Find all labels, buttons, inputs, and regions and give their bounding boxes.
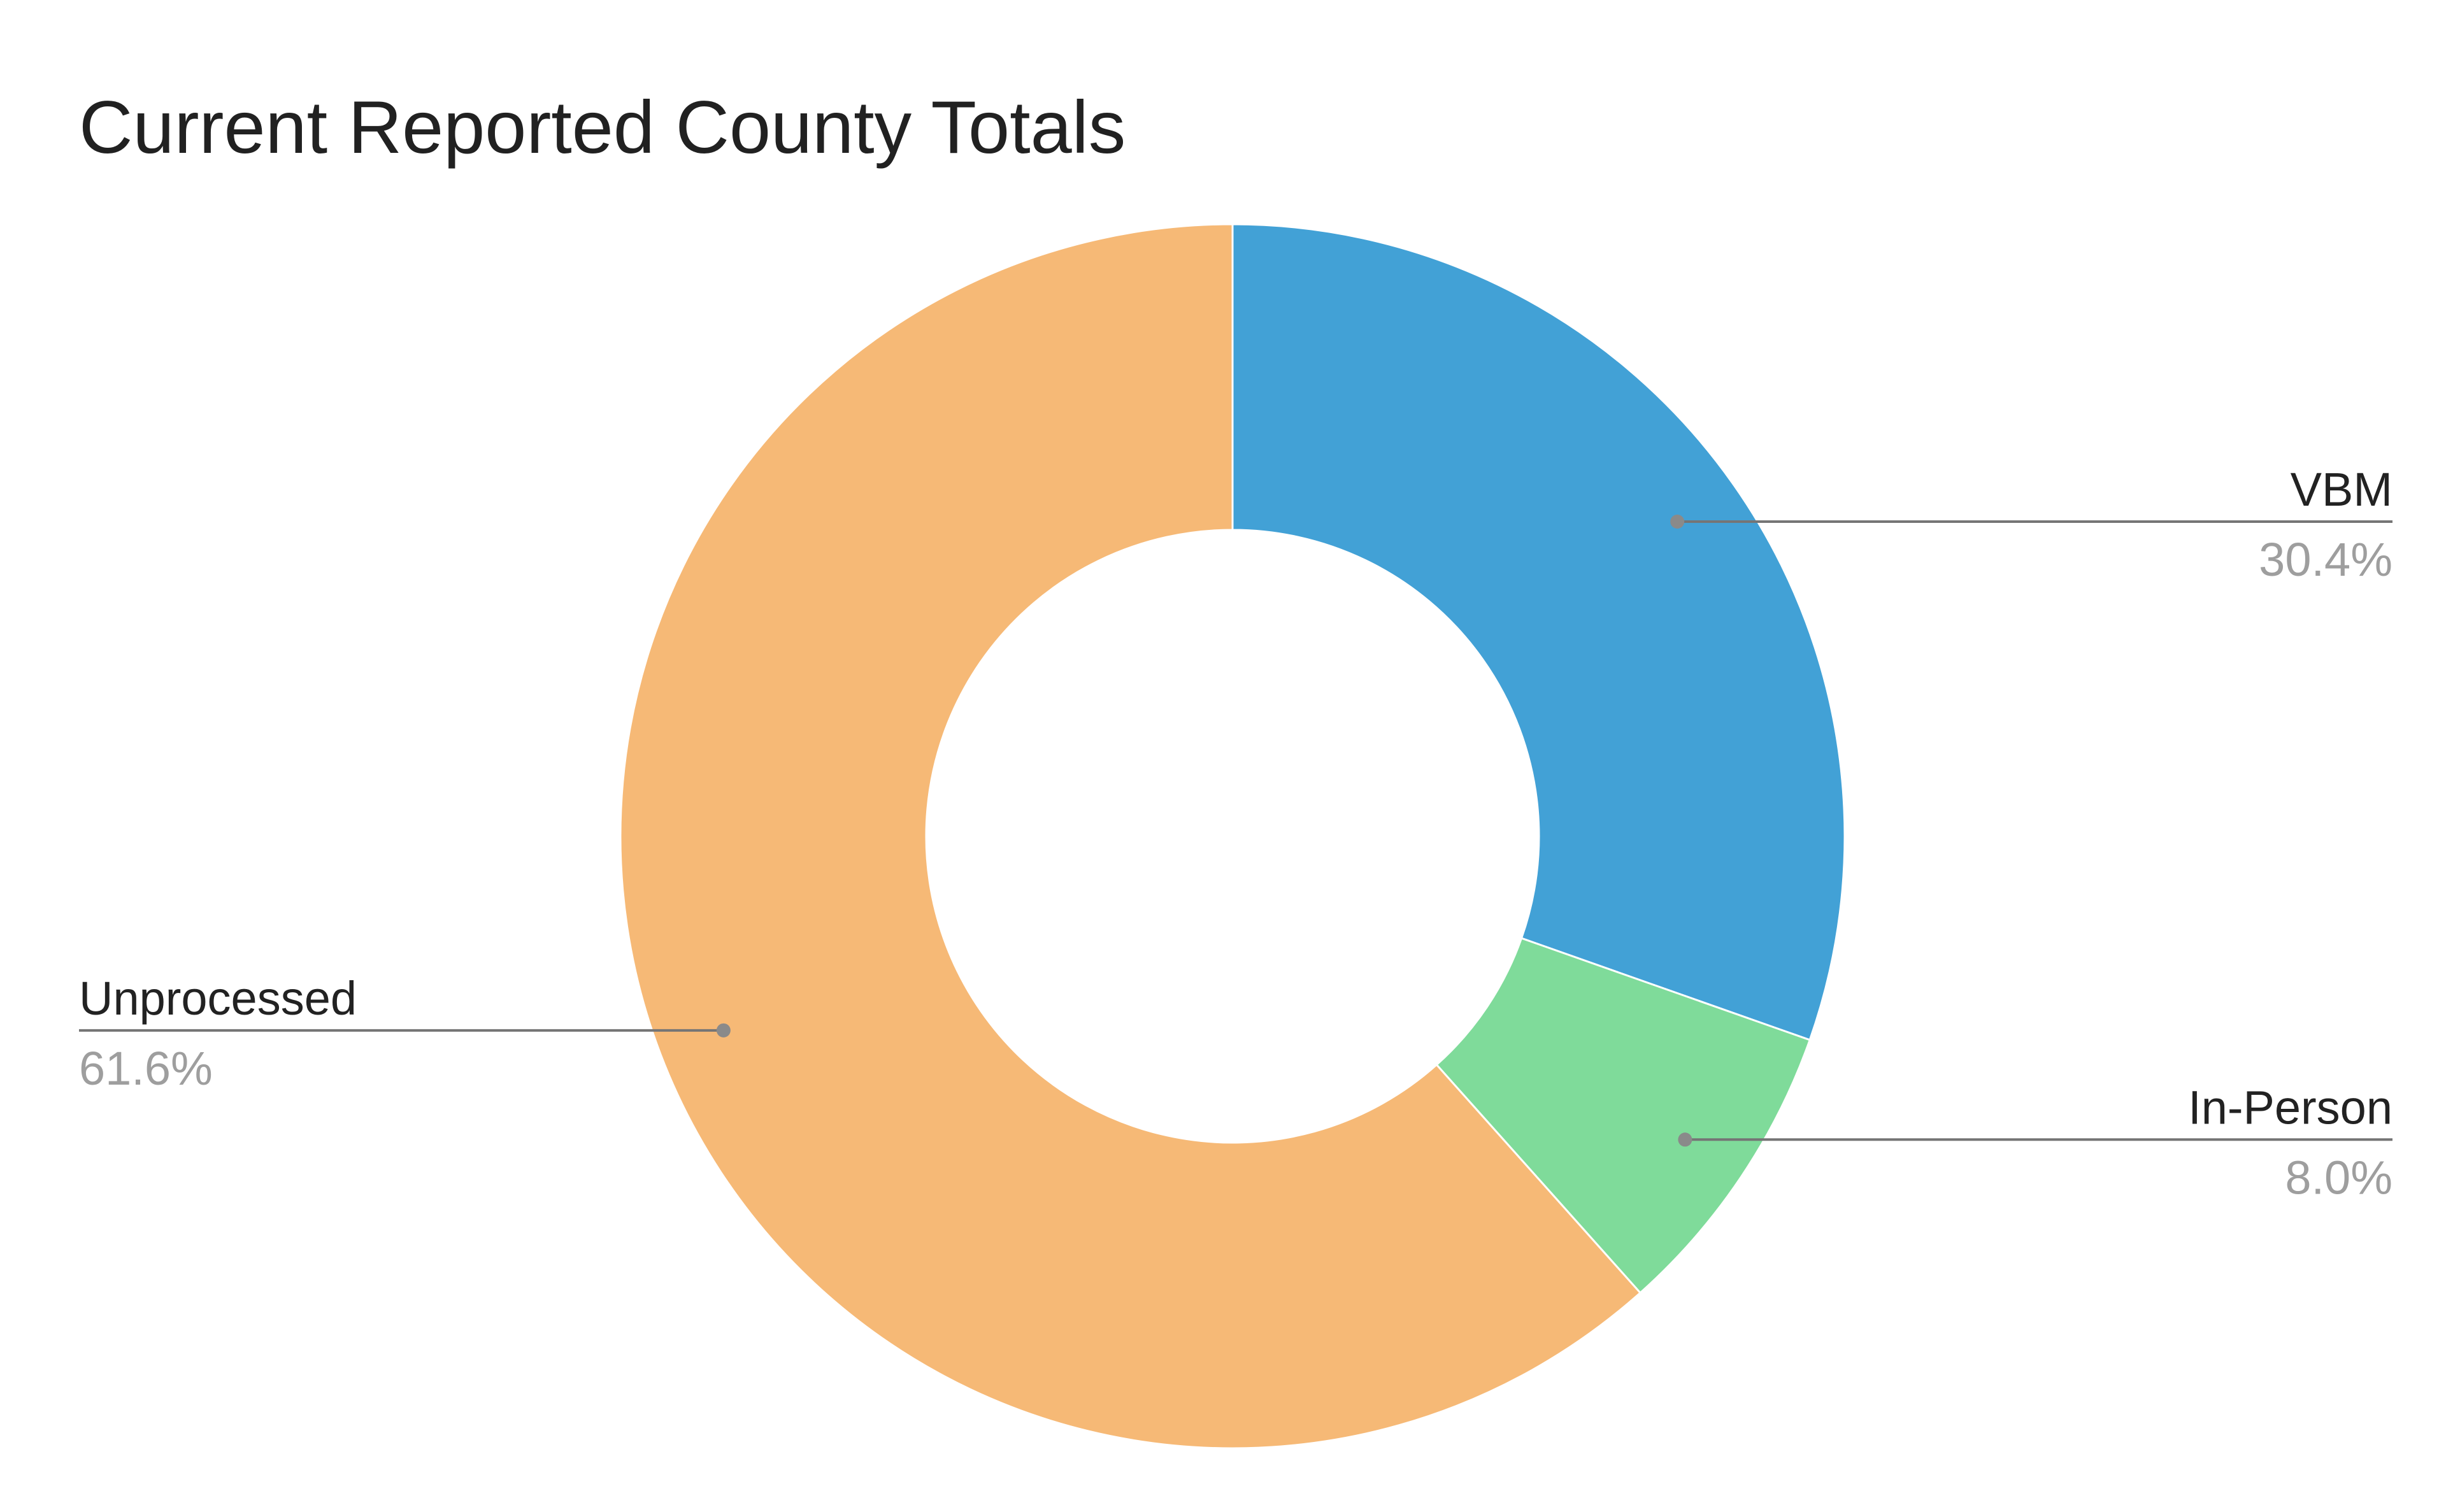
slice-percent-label: 30.4% (2259, 533, 2392, 586)
slice-labels: VBM 30.4% In-Person 8.0% Unprocessed 61.6% (79, 463, 2392, 1204)
slice-in-person (1435, 937, 1812, 1294)
slice-label-unprocessed: Unprocessed 61.6% (79, 972, 731, 1095)
slices (619, 223, 1846, 1450)
slice-percent-label: 61.6% (79, 1042, 213, 1095)
slice-name-label: VBM (2291, 463, 2392, 516)
leader-dot (1670, 515, 1685, 529)
slice-name-label: In-Person (2188, 1081, 2392, 1134)
chart-title: Current Reported County Totals (79, 85, 1126, 169)
slice-unprocessed (619, 223, 1642, 1450)
slice-percent-label: 8.0% (2285, 1151, 2392, 1204)
leader-dot (716, 1023, 731, 1038)
slice-label-vbm: VBM 30.4% (1670, 463, 2392, 586)
slice-vbm (1231, 223, 1846, 1041)
slice-label-in-person: In-Person 8.0% (1678, 1081, 2392, 1204)
slice-name-label: Unprocessed (79, 972, 357, 1025)
leader-dot (1678, 1132, 1692, 1147)
